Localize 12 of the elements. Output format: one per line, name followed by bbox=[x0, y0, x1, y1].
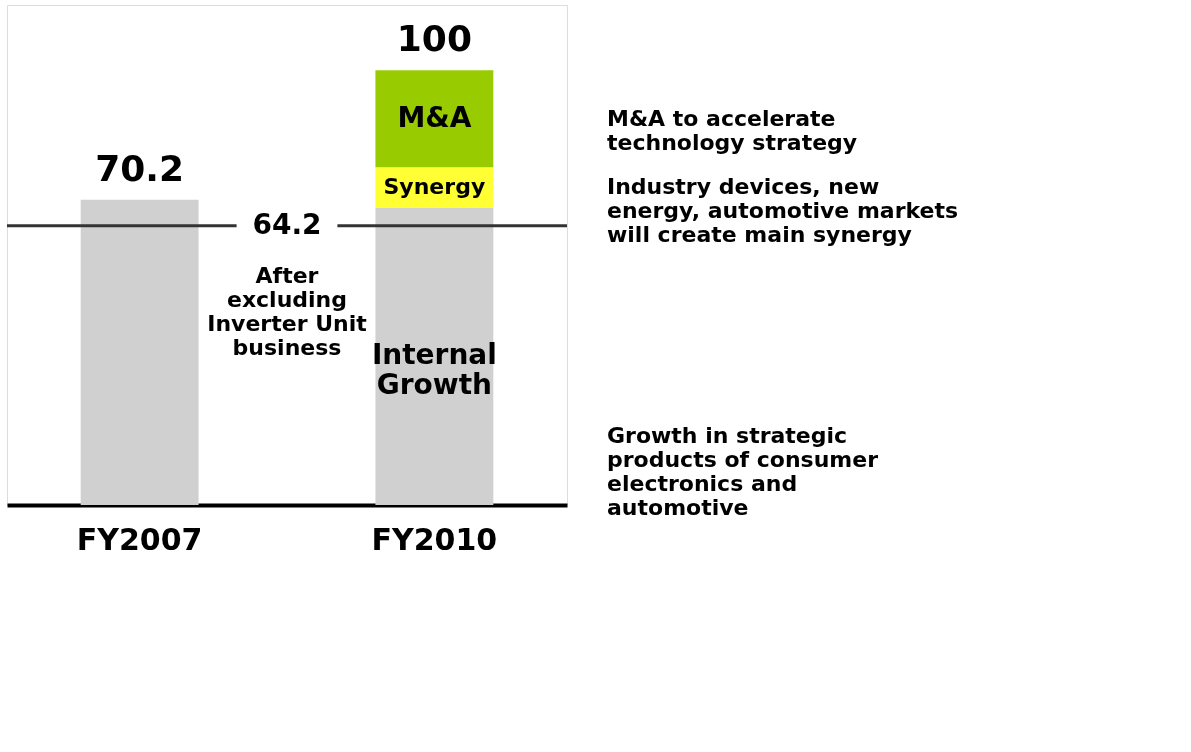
text: M&A to accelerate technology strategy bbox=[607, 105, 858, 155]
text: Growth in strategic products of consumer electronics and automotive bbox=[607, 423, 879, 521]
text: Industry devices, new energy, automotive markets will create main synergy bbox=[607, 174, 959, 248]
series-label: Internal Growth bbox=[371, 338, 497, 402]
series-label: Synergy bbox=[383, 174, 486, 200]
x-tick-label: FY2010 bbox=[371, 521, 498, 557]
x-tick-label: FY2007 bbox=[76, 521, 203, 557]
total-label: 100 bbox=[396, 18, 472, 60]
total-label: 70.2 bbox=[95, 147, 185, 189]
series-label: M&A bbox=[397, 100, 472, 134]
ref-line-label: 64.2 bbox=[252, 207, 322, 241]
annotation: After excluding Inverter Unit business bbox=[207, 262, 368, 360]
